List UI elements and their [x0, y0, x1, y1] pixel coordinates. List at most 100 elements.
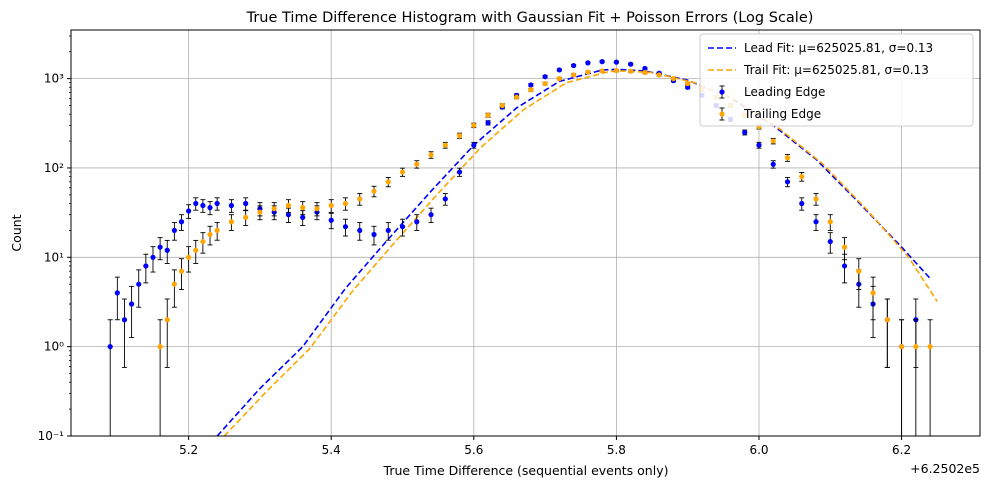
data-point: [471, 142, 477, 148]
data-point: [157, 244, 163, 250]
x-tick-label: 6.2: [892, 443, 911, 457]
data-point: [513, 94, 520, 100]
data-point: [193, 247, 199, 253]
data-point: [271, 206, 277, 212]
data-point: [442, 142, 448, 148]
y-axis: 10⁻¹ 10⁰ 10¹ 10² 10³: [38, 35, 71, 443]
data-point: [371, 231, 377, 238]
x-axis: 5.2 5.4 5.6 5.8 6.0 6.2: [179, 436, 911, 457]
y-tick-label: 10²: [44, 161, 64, 175]
data-point: [385, 227, 391, 234]
data-point: [542, 80, 548, 87]
data-point: [428, 212, 434, 218]
x-axis-label: True Time Difference (sequential events …: [383, 463, 669, 478]
data-point: [770, 161, 776, 167]
data-point: [300, 205, 306, 211]
data-point: [642, 65, 648, 72]
data-point: [770, 138, 776, 144]
data-point: [841, 244, 848, 250]
data-point: [571, 72, 577, 78]
data-point: [228, 219, 235, 225]
y-tick-label: 10¹: [44, 250, 64, 264]
data-point: [813, 196, 819, 202]
data-point: [556, 67, 562, 73]
data-point: [414, 219, 420, 225]
chart-title: True Time Difference Histogram with Gaus…: [246, 10, 814, 26]
data-point: [300, 214, 306, 220]
data-point: [756, 142, 762, 148]
data-point: [670, 76, 677, 82]
data-point: [164, 317, 170, 323]
legend-label: Leading Edge: [744, 85, 825, 99]
data-point: [385, 179, 391, 185]
data-point: [585, 69, 591, 75]
data-point: [499, 102, 505, 109]
data-point: [186, 208, 192, 214]
data-point: [556, 76, 562, 82]
data-point: [784, 179, 791, 185]
data-point: [399, 169, 406, 175]
data-point: [485, 112, 491, 118]
data-point: [927, 344, 933, 350]
data-point: [414, 161, 420, 167]
data-point: [178, 219, 185, 225]
legend-label: Trailing Edge: [743, 107, 821, 121]
data-point: [841, 263, 848, 269]
data-point: [214, 227, 220, 234]
data-point: [285, 202, 292, 209]
data-point: [285, 212, 292, 218]
data-point: [243, 200, 249, 207]
data-point: [178, 268, 185, 274]
data-point: [157, 344, 163, 350]
data-point: [613, 67, 620, 74]
plot-frame: [70, 29, 981, 437]
data-point: [164, 247, 170, 253]
data-point: [898, 344, 905, 350]
legend-label: Lead Fit: μ=625025.81, σ=0.13: [744, 41, 933, 55]
y-axis-label: Count: [9, 214, 24, 251]
data-point: [243, 214, 249, 220]
data-point: [685, 80, 691, 87]
data-point: [143, 263, 149, 269]
data-point: [856, 268, 862, 274]
legend-marker-swatch: [719, 111, 725, 117]
data-point: [642, 69, 648, 76]
data-point: [456, 133, 463, 139]
x-tick-label: 6.0: [749, 443, 768, 457]
data-point: [399, 224, 406, 230]
data-point: [121, 317, 128, 323]
data-point: [357, 227, 363, 234]
data-point: [628, 61, 634, 67]
legend: Lead Fit: μ=625025.81, σ=0.13 Trail Fit: …: [699, 33, 974, 127]
data-point: [328, 217, 334, 223]
data-point: [200, 202, 206, 209]
data-point: [200, 238, 206, 245]
data-point: [613, 59, 620, 65]
data-point: [599, 68, 605, 74]
legend-label: Trail Fit: μ=625025.81, σ=0.13: [743, 63, 929, 77]
data-point: [471, 122, 477, 128]
legend-marker-swatch: [719, 89, 725, 95]
data-point: [207, 205, 213, 211]
data-point: [542, 74, 548, 80]
y-tick-label: 10⁻¹: [38, 429, 65, 443]
data-point: [485, 120, 491, 126]
data-point: [442, 196, 448, 202]
data-point: [528, 82, 534, 88]
data-point: [228, 202, 235, 209]
data-point: [884, 317, 890, 323]
data-point: [136, 281, 142, 287]
data-point: [628, 68, 634, 74]
data-point: [571, 62, 577, 69]
data-point: [428, 152, 434, 158]
data-point: [742, 129, 748, 136]
data-point: [799, 200, 805, 207]
data-point: [107, 344, 113, 350]
data-point: [328, 202, 334, 209]
data-point: [870, 290, 876, 296]
x-axis-offset-label: +6.2502e5: [910, 461, 980, 476]
data-point: [913, 344, 919, 350]
y-tick-label: 10³: [44, 72, 64, 86]
data-point: [357, 196, 363, 202]
